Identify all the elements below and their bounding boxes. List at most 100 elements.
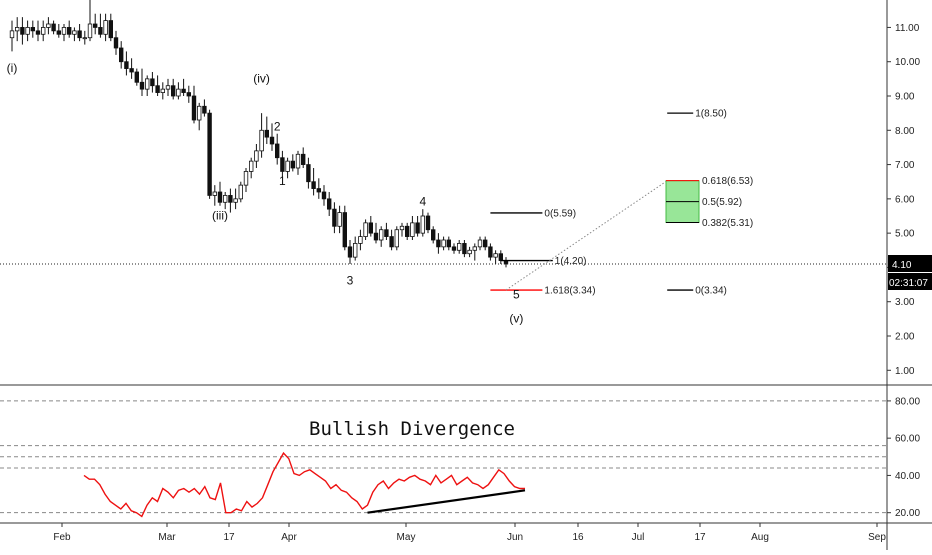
time-tick-label: Jul (632, 532, 645, 543)
candle-body-up (72, 30, 77, 35)
countdown-value: 02:31:07 (889, 278, 928, 289)
candle (462, 240, 467, 258)
candle-body-up (441, 239, 446, 248)
candle (363, 219, 368, 240)
candle (202, 99, 207, 117)
candle-body-up (399, 225, 405, 231)
candle-body-up (378, 229, 384, 241)
candle (482, 236, 488, 251)
candle (93, 13, 98, 35)
candle (321, 185, 327, 206)
candle (436, 233, 441, 254)
candle-body-down (311, 181, 316, 189)
candle-body-up (196, 105, 202, 121)
candle-body-down (56, 30, 61, 35)
candle-body-up (165, 85, 171, 90)
price-tick-label: 7.00 (895, 160, 915, 171)
fib-label: 1(8.50) (695, 109, 727, 120)
candle-body-down (342, 212, 347, 248)
candle (300, 147, 306, 168)
candle (472, 243, 477, 261)
target-zone-label: 0.5(5.92) (702, 197, 742, 208)
candle (82, 30, 87, 45)
candle-body-down (30, 27, 35, 32)
candle (191, 85, 197, 124)
oscillator-tick-label: 60.00 (895, 434, 920, 445)
candle (14, 17, 20, 42)
candle-body-down (93, 23, 98, 28)
candle (477, 236, 483, 251)
candle (228, 188, 233, 213)
candle (285, 157, 290, 179)
candle-body-up (87, 23, 93, 39)
candle-body-down (150, 78, 155, 87)
candle-body-down (316, 188, 321, 193)
candle-body-up (243, 171, 249, 186)
candle-body-down (290, 160, 295, 169)
candle (134, 68, 139, 86)
candle (248, 157, 254, 179)
wave-label: (v) (509, 311, 523, 325)
candle (176, 82, 181, 100)
candle (488, 243, 493, 261)
candle (441, 236, 446, 251)
candle (280, 150, 285, 179)
candle-body-down (306, 164, 311, 183)
candle-body-down (347, 246, 353, 258)
candle-body-down (139, 81, 145, 90)
candle (41, 20, 46, 42)
candle-body-up (25, 27, 30, 35)
candle-body-down (119, 47, 124, 63)
candle-body-down (373, 232, 379, 241)
candle-body-down (404, 225, 410, 237)
candle (108, 13, 113, 42)
wave-label: 1 (279, 174, 286, 188)
candle (155, 75, 160, 96)
time-tick-label: Feb (53, 532, 71, 543)
candle (35, 20, 41, 42)
current-price-box (888, 255, 932, 272)
candle-body-up (254, 150, 259, 162)
candle (181, 78, 186, 96)
candle (446, 236, 451, 251)
candle (378, 226, 384, 247)
candle-body-down (134, 71, 139, 83)
candle (238, 181, 243, 203)
candle-body-down (269, 136, 275, 145)
candle-body-up (238, 184, 243, 200)
candle-body-up (259, 129, 264, 152)
price-tick-label: 11.00 (895, 23, 920, 34)
candle (358, 229, 363, 251)
candle-body-down (108, 20, 113, 39)
candle (212, 185, 217, 206)
candle (46, 17, 51, 35)
time-tick-label: Jun (507, 532, 523, 543)
oscillator-tick-label: 20.00 (895, 508, 920, 519)
candle-body-down (228, 195, 233, 203)
candle (264, 116, 269, 144)
candle (87, 0, 93, 42)
candle-body-down (217, 191, 223, 203)
candle (389, 229, 394, 251)
candle (103, 13, 108, 42)
price-tick-label: 9.00 (895, 92, 915, 103)
candle (20, 17, 25, 45)
candle (259, 113, 264, 158)
candle (67, 20, 72, 38)
candle (456, 240, 462, 254)
candle (373, 222, 379, 244)
candle (25, 20, 30, 42)
candle-body-up (61, 27, 67, 35)
candle-body-down (35, 30, 41, 35)
candle (394, 226, 399, 251)
candle-body-up (46, 23, 51, 28)
candle-body-down (202, 105, 207, 114)
candle (170, 78, 176, 100)
candle (165, 78, 171, 96)
candle-body-down (321, 191, 327, 200)
candle-body-down (415, 222, 420, 234)
candle-body-down (384, 229, 389, 237)
wave-label: (i) (7, 61, 18, 75)
grid-layer (0, 400, 887, 514)
